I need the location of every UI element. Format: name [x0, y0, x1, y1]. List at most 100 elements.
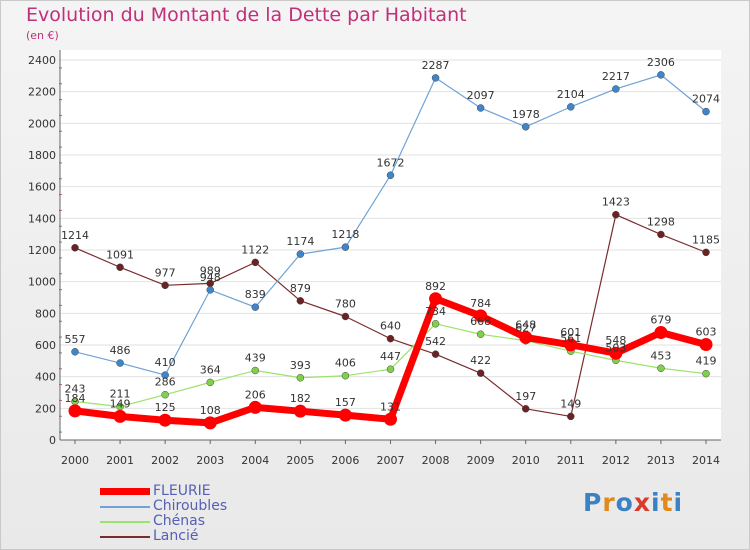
x-tick-label-2004: 2004	[241, 454, 269, 467]
logo-letter: o	[615, 488, 634, 517]
logo-letter: t	[660, 488, 674, 517]
data-point-lancie-2001	[116, 263, 124, 272]
data-point-lancie-2002	[161, 281, 169, 290]
data-point-lancie-2014	[702, 248, 710, 257]
data-label-chiroubles-2005: 1174	[286, 235, 314, 248]
data-label-fleurie-2006: 157	[335, 396, 356, 409]
data-label-chenas-2004: 439	[245, 351, 266, 364]
data-label-chenas-2005: 393	[290, 359, 311, 372]
data-point-chenas-2006	[341, 371, 350, 380]
data-label-fleurie-2011: 601	[560, 326, 581, 339]
data-point-chiroubles-2014	[702, 107, 710, 116]
data-label-fleurie-2007: 131	[380, 400, 401, 413]
data-label-lancie-2012: 1423	[602, 196, 630, 209]
unit-label: (en €)	[26, 29, 59, 42]
data-label-chiroubles-2003: 948	[200, 271, 221, 284]
legend-swatch-lancie	[100, 536, 150, 538]
data-point-fleurie-2000	[68, 404, 82, 418]
data-point-chiroubles-2010	[521, 123, 530, 131]
data-label-fleurie-2014: 603	[696, 326, 717, 339]
y-tick-label-1800: 1800	[28, 149, 56, 162]
data-point-fleurie-2014	[699, 338, 713, 352]
data-point-fleurie-2006	[338, 408, 352, 422]
data-point-fleurie-2012	[609, 346, 623, 360]
data-label-fleurie-2009: 784	[470, 297, 491, 310]
data-point-chiroubles-2000	[71, 348, 79, 356]
data-point-fleurie-2013	[654, 325, 668, 339]
data-label-lancie-2001: 1091	[106, 248, 134, 261]
data-point-fleurie-2008	[429, 292, 443, 306]
data-label-chiroubles-2010: 1978	[512, 108, 540, 121]
data-label-lancie-2006: 780	[335, 298, 356, 311]
y-tick-label-2200: 2200	[28, 86, 56, 99]
data-point-lancie-2008	[431, 350, 440, 358]
data-label-chiroubles-2000: 557	[65, 333, 86, 346]
data-label-chiroubles-2014: 2074	[692, 93, 720, 106]
data-point-chiroubles-2002	[161, 371, 169, 379]
data-point-lancie-2006	[341, 312, 350, 321]
data-label-fleurie-2003: 108	[200, 404, 221, 417]
chart-title: Evolution du Montant de la Dette par Hab…	[26, 4, 467, 26]
y-tick-label-200: 200	[35, 402, 56, 415]
data-point-fleurie-2009	[474, 309, 488, 323]
data-label-chiroubles-2011: 2104	[557, 88, 585, 101]
proxiti-logo: Proxiti	[583, 488, 683, 517]
y-tick-label-2000: 2000	[28, 117, 56, 130]
data-point-fleurie-2002	[158, 413, 172, 427]
data-label-chiroubles-2006: 1218	[331, 228, 359, 241]
legend-label-lancie: Lancié	[153, 528, 199, 544]
logo-letter: i	[651, 488, 661, 517]
data-point-lancie-2000	[71, 244, 79, 252]
y-tick-label-1000: 1000	[28, 276, 56, 289]
x-tick-label-2008: 2008	[422, 454, 450, 467]
data-label-fleurie-2001: 149	[110, 397, 131, 410]
data-point-chenas-2014	[702, 369, 710, 378]
x-tick-label-2003: 2003	[196, 454, 224, 467]
y-tick-label-1200: 1200	[28, 244, 56, 257]
data-point-chiroubles-2009	[476, 104, 485, 112]
data-point-chenas-2013	[657, 364, 665, 373]
data-label-chenas-2010: 627	[515, 322, 536, 335]
logo-letter: r	[602, 488, 616, 517]
data-point-chenas-2007	[386, 365, 395, 373]
data-label-chenas-2007: 447	[380, 350, 401, 363]
data-label-fleurie-2013: 679	[650, 313, 671, 326]
plot-area	[60, 50, 721, 440]
x-tick-label-2000: 2000	[61, 454, 89, 467]
data-point-lancie-2009	[476, 369, 485, 377]
data-point-fleurie-2001	[113, 409, 127, 423]
legend-label-fleurie: FLEURIE	[153, 483, 211, 499]
data-point-fleurie-2011	[564, 338, 578, 352]
data-label-fleurie-2000: 184	[65, 392, 86, 405]
data-point-chiroubles-2004	[251, 303, 260, 311]
data-point-chenas-2003	[206, 378, 214, 387]
data-label-chiroubles-2008: 2287	[422, 59, 450, 72]
data-label-lancie-2008: 542	[425, 335, 446, 348]
y-tick-label-1600: 1600	[28, 181, 56, 194]
data-label-fleurie-2004: 206	[245, 388, 266, 401]
data-point-chiroubles-2005	[296, 250, 305, 258]
x-tick-label-2001: 2001	[106, 454, 134, 467]
data-point-lancie-2005	[296, 297, 305, 305]
data-label-lancie-2004: 1122	[241, 243, 269, 256]
data-label-chenas-2011: 561	[560, 332, 581, 345]
y-tick-label-400: 400	[35, 371, 56, 384]
data-point-chiroubles-2006	[341, 243, 350, 251]
data-label-chiroubles-2009: 2097	[467, 89, 495, 102]
data-label-lancie-2005: 879	[290, 282, 311, 295]
data-label-fleurie-2010: 648	[515, 318, 536, 331]
data-label-chiroubles-2007: 1672	[377, 156, 405, 169]
data-label-chenas-2012: 503	[605, 341, 626, 354]
data-label-chiroubles-2001: 486	[110, 344, 131, 357]
data-label-lancie-2007: 640	[380, 320, 401, 333]
data-label-chenas-2002: 286	[155, 376, 176, 389]
logo-letter: i	[673, 488, 684, 517]
x-tick-label-2012: 2012	[602, 454, 630, 467]
y-tick-label-800: 800	[35, 307, 56, 320]
data-point-chiroubles-2008	[431, 74, 440, 82]
data-label-chiroubles-2013: 2306	[647, 56, 675, 69]
y-tick-label-1400: 1400	[28, 212, 56, 225]
data-label-chenas-2013: 453	[650, 349, 671, 362]
data-point-chiroubles-2001	[116, 359, 124, 367]
